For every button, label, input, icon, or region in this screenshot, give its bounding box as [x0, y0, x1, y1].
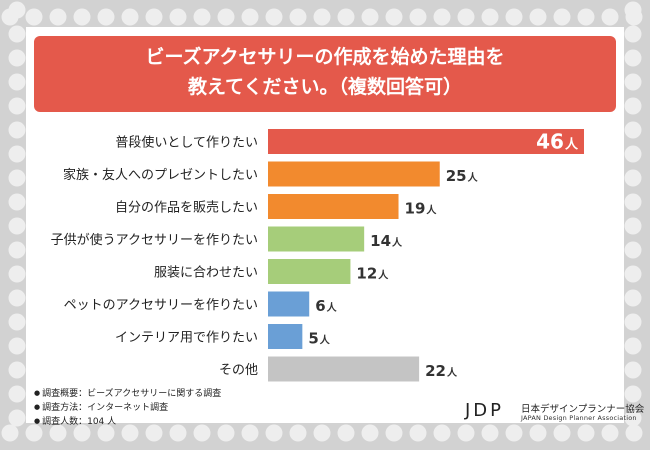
- logo-name-ja: 日本デザインプランナー協会: [521, 404, 645, 415]
- bar: [268, 324, 303, 349]
- category-label: ペットのアクセサリーを作りたい: [64, 298, 258, 313]
- bar: [268, 259, 351, 284]
- bar: [268, 356, 420, 382]
- title-band: [34, 36, 616, 112]
- logo-mark: JDP: [465, 400, 505, 421]
- category-label: 服装に合わせたい: [154, 266, 258, 281]
- bar: [268, 226, 365, 252]
- category-label: 家族・友人へのプレゼントしたい: [63, 167, 258, 183]
- category-label: インテリア用で作りたい: [115, 331, 258, 346]
- bar: [268, 291, 310, 317]
- bar: [268, 194, 399, 219]
- bar: [268, 161, 440, 187]
- survey-note-overview: 調査概要：ビーズアクセサリーに関する調査: [34, 387, 221, 401]
- survey-note-method: 調査方法：インターネット調査: [34, 401, 221, 415]
- category-label: 普段使いとして作りたい: [115, 135, 258, 151]
- chart-title: ビーズアクセサリーの作成を始めた理由を 教えてください。（複数回答可）: [34, 42, 616, 102]
- value-label: 5人: [308, 330, 330, 348]
- category-label: 自分の作品を販売したい: [115, 200, 258, 216]
- value-label: 46人: [536, 130, 579, 154]
- category-label: その他: [219, 363, 258, 378]
- jdp-logo: JDP 日本デザインプランナー協会 JAPAN Design Planner A…: [465, 398, 644, 428]
- value-label: 14人: [370, 232, 403, 250]
- title-line-2: 教えてください。（複数回答可）: [188, 76, 462, 98]
- bar: [268, 129, 584, 154]
- value-label: 25人: [446, 167, 479, 185]
- value-label: 6人: [315, 297, 337, 315]
- value-label: 19人: [405, 200, 438, 218]
- survey-note-count: 調査人数：104 人: [34, 415, 221, 429]
- logo-name-en: JAPAN Design Planner Association: [521, 414, 637, 422]
- category-label: 子供が使うアクセサリーを作りたい: [51, 232, 258, 248]
- survey-notes: 調査概要：ビーズアクセサリーに関する調査 調査方法：インターネット調査 調査人数…: [34, 387, 221, 429]
- value-label: 12人: [356, 265, 389, 283]
- title-line-1: ビーズアクセサリーの作成を始めた理由を: [145, 46, 505, 68]
- value-label: 22人: [425, 362, 458, 380]
